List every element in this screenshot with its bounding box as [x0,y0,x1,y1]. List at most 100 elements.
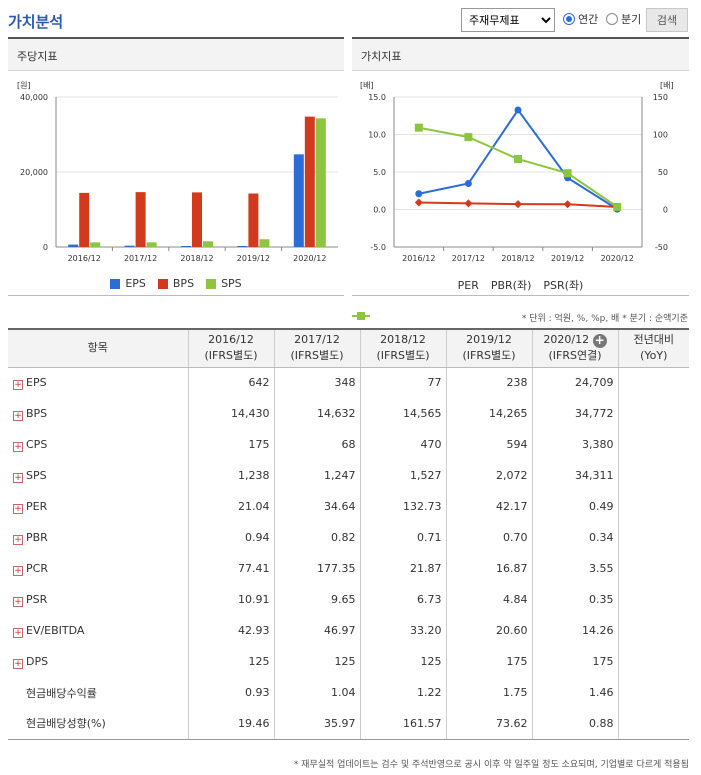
expand-row-icon[interactable]: + [13,379,23,390]
column-header: 2020/12 + (IFRS연결) [531,328,618,368]
left-tick-label: 15.0 [368,93,386,102]
valuation-line-chart: [배] [배] 15.0 150 10.0 100 5.0 50 0.0 0 -5.0 -50 2016… [360,81,674,263]
table-cell: 177.35 [273,553,360,584]
row-label-cell[interactable]: + PER [8,491,188,522]
row-label-cell: 현금배당성향(%) [8,708,188,740]
expand-row-icon[interactable]: + [13,565,23,576]
bar-sps [146,242,157,247]
column-header: 2017/12 (IFRS별도) [273,328,360,368]
left-tick-label: -5.0 [370,243,386,252]
table-cell [617,677,689,708]
y-tick-label: 0 [43,243,48,252]
statement-type-select[interactable]: 주재무제표 [461,8,555,32]
table-cell: 16.87 [445,553,532,584]
bar-eps [237,246,248,247]
column-header: 2016/12 (IFRS별도) [187,328,274,368]
radio-annual[interactable]: 연간 [563,11,598,27]
row-label-cell[interactable]: + DPS [8,646,188,677]
legend-item[interactable]: PER [352,279,479,320]
table-cell: 34.64 [273,491,360,522]
row-label-cell[interactable]: + PBR [8,522,188,553]
table-cell: 1.22 [359,677,446,708]
row-label-cell[interactable]: + CPS [8,429,188,460]
legend-item[interactable]: SPS [206,277,242,290]
table-row: + BPS 14,430 14,632 14,565 14,265 34,772 [8,398,689,429]
per-point [415,190,423,198]
bar-eps [293,154,304,247]
x-tick-label: 2019/12 [237,254,270,263]
table-cell: 14.26 [531,615,618,646]
table-cell: 238 [445,367,532,398]
table-row: + PSR 10.91 9.65 6.73 4.84 0.35 [8,584,689,615]
row-label-cell[interactable]: + EPS [8,367,188,398]
valuation-panel-title: 가치지표 [352,39,689,71]
table-cell [617,553,689,584]
x-tick-label: 2018/12 [180,254,213,263]
x-tick-label: 2018/12 [501,254,534,263]
table-cell: 35.97 [273,708,360,740]
legend-swatch [110,278,121,289]
expand-row-icon[interactable]: + [13,441,23,452]
row-label: 현금배당성향(%) [26,717,106,731]
table-row: + SPS 1,238 1,247 1,527 2,072 34,311 [8,460,689,491]
right-unit-label: [배] [660,81,674,90]
expand-row-icon[interactable]: + [13,534,23,545]
table-cell [617,367,689,398]
row-label-cell[interactable]: + PSR [8,584,188,615]
legend-item[interactable]: BPS [157,277,194,290]
bar-sps [90,242,101,247]
expand-row-icon[interactable]: + [13,472,23,483]
table-cell: 348 [273,367,360,398]
y-tick-label: 40,000 [20,93,48,102]
right-tick-label: 100 [653,131,668,140]
expand-columns-icon[interactable]: + [592,333,607,349]
pbr-point [563,200,572,209]
legend-item[interactable]: PSR(좌) [352,277,583,320]
row-label: CPS [26,437,48,451]
x-tick-label: 2017/12 [452,254,485,263]
valuation-table: 항목 2016/12 (IFRS별도) 2017/12 (IFRS별도) 2018/12 (… [8,328,689,740]
table-cell: 0.82 [273,522,360,553]
y-tick-label: 20,000 [20,168,48,177]
table-cell [617,522,689,553]
psr-line [418,126,618,208]
psr-point [464,133,473,142]
legend-item[interactable]: PBR(좌) [352,277,531,320]
table-cell [617,491,689,522]
column-header: 2018/12 (IFRS별도) [359,328,446,368]
table-cell: 14,565 [359,398,446,429]
table-cell: 4.84 [445,584,532,615]
table-cell: 73.62 [445,708,532,740]
x-tick-label: 2019/12 [551,254,584,263]
expand-row-icon[interactable]: + [13,658,23,669]
table-row: + DPS 125 125 125 175 175 [8,646,689,677]
column-header-label: 2016/12 [208,333,254,347]
radio-unchecked-icon[interactable] [606,13,618,25]
right-tick-label: 50 [658,168,668,177]
row-label-cell[interactable]: + EV/EBITDA [8,615,188,646]
column-header-label: 2020/12 + [543,333,607,349]
radio-checked-icon[interactable] [563,13,575,25]
row-label-cell[interactable]: + BPS [8,398,188,429]
table-row: + CPS 175 68 470 594 3,380 [8,429,689,460]
expand-row-icon[interactable]: + [13,596,23,607]
table-cell: 642 [187,367,274,398]
expand-row-icon[interactable]: + [13,627,23,638]
x-tick-label: 2020/12 [601,254,634,263]
radio-quarter[interactable]: 분기 [606,11,641,27]
legend-swatch [206,278,217,289]
psr-point [563,169,572,178]
x-tick-label: 2016/12 [68,254,101,263]
left-tick-label: 5.0 [373,168,386,177]
expand-row-icon[interactable]: + [13,503,23,514]
legend-marker-icon [352,312,370,320]
per-share-legend: EPS BPS SPS [8,277,344,290]
expand-row-icon[interactable]: + [13,410,23,421]
legend-item[interactable]: EPS [110,277,146,290]
table-cell: 21.87 [359,553,446,584]
table-cell: 1.46 [531,677,618,708]
row-label-cell[interactable]: + PCR [8,553,188,584]
row-label-cell[interactable]: + SPS [8,460,188,491]
table-cell: 470 [359,429,446,460]
search-button[interactable]: 검색 [646,8,688,32]
